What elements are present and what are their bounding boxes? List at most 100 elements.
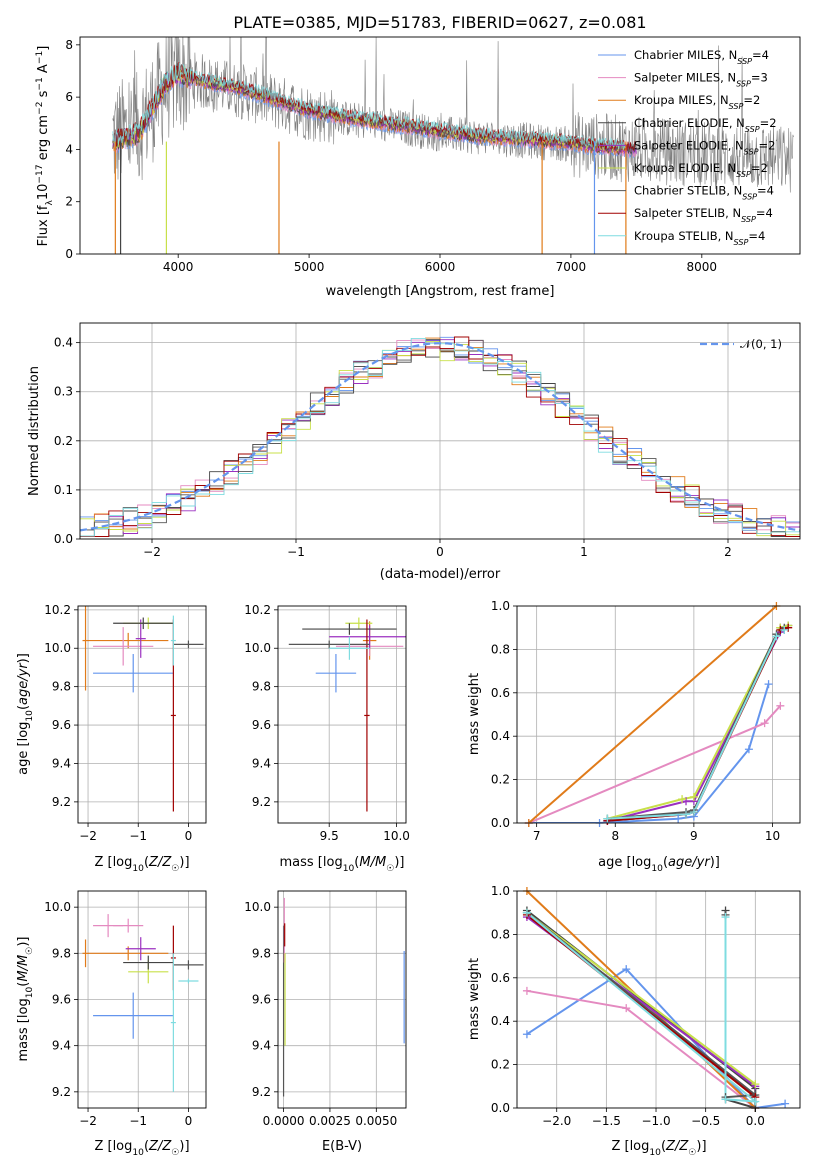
- label-part: Z [: [94, 855, 112, 870]
- label-part: log: [113, 855, 133, 870]
- label-part: )]: [179, 855, 189, 870]
- label-part: ☉: [386, 864, 394, 874]
- y-tick-label: 0.4: [491, 729, 510, 743]
- x-tick-label: 5000: [294, 260, 325, 274]
- label-part: =4: [756, 206, 773, 220]
- x-tick-label: 8: [611, 829, 619, 843]
- chart-panel-0: 4000 5000 6000 7000 8000 0 2 4 6 8 Chabrier MILES,…: [65, 36, 801, 274]
- y-tick-label: 0.1: [54, 483, 73, 497]
- x-tick-label: −0.5: [691, 1114, 720, 1128]
- label-part: Z [: [94, 1139, 112, 1154]
- x-axis-label: (data-model)/error: [380, 567, 501, 582]
- error-bar-point: [173, 960, 204, 970]
- label-part: mass [: [16, 1018, 31, 1061]
- label-part: mass [: [280, 855, 323, 870]
- label-part: Z [: [611, 1139, 629, 1154]
- label-part: 10: [25, 986, 35, 998]
- label-part: Z/Z: [148, 1139, 172, 1154]
- weight-marker: [751, 1080, 760, 1089]
- legend-label: Chabrier MILES, NSSP=4: [634, 48, 769, 66]
- x-axis-label: mass [log10(M/M☉)]: [280, 855, 405, 874]
- y-axis-label: Normed distribution: [27, 366, 42, 496]
- x-tick-label: 0.0025: [309, 1114, 351, 1128]
- label-part: SSP: [734, 237, 749, 246]
- axes-frame: [516, 890, 801, 1109]
- weight-marker: [781, 1099, 790, 1108]
- label-part: age [: [16, 741, 31, 774]
- y-tick-label: 9.6: [52, 993, 71, 1007]
- y-tick-label: 0.2: [491, 773, 510, 787]
- error-bar-point: [135, 619, 146, 658]
- residual-histogram-6: [80, 339, 800, 537]
- label-part: =2: [758, 138, 775, 152]
- label-part: 10: [343, 864, 355, 874]
- error-bar-point: [113, 918, 144, 933]
- label-part: M/M: [359, 855, 386, 870]
- error-bar-point: [125, 937, 156, 961]
- plot-area: [517, 891, 800, 1108]
- x-tick-label: 0: [185, 829, 193, 843]
- chart-title: PLATE=0385, MJD=51783, FIBERID=0627, z=0…: [233, 13, 646, 32]
- y-tick-label: 9.4: [52, 1039, 71, 1053]
- x-tick-label: 0: [436, 545, 444, 559]
- weight-line-8: [526, 911, 759, 1103]
- y-tick-label: 6: [65, 90, 73, 104]
- y-tick-label: 9.6: [252, 718, 271, 732]
- label-part: SSP: [744, 147, 759, 156]
- label-part: M/M: [16, 955, 31, 982]
- label-part: ☉: [25, 947, 35, 955]
- label-part: Chabrier STELIB, N: [634, 184, 742, 198]
- y-tick-label: 10.0: [244, 900, 271, 914]
- y-tick-label: 9.2: [252, 795, 271, 809]
- y-tick-label: 9.8: [52, 946, 71, 960]
- chart-panel-7: −2.0 −1.5 −1.0 −0.5 0.0 0.0 0.2 0.4 0.6 0.8 1.0: [491, 884, 801, 1128]
- observed-spectrum: [112, 37, 794, 193]
- y-tick-label: 0.6: [491, 686, 510, 700]
- label-part: SSP: [736, 170, 751, 179]
- x-axis-label: age [log10(age/yr)]: [598, 855, 720, 874]
- legend: Chabrier MILES, NSSP=4 Salpeter MILES, NS…: [598, 48, 777, 246]
- weight-marker: [751, 1097, 760, 1106]
- label-part: A: [36, 64, 51, 77]
- y-tick-label: 10.0: [44, 641, 71, 655]
- chart-panel-6: 0.0000 0.0025 0.0050 9.2 9.4 9.6 9.8 10.0: [244, 890, 407, 1128]
- weight-line-0: [528, 683, 770, 823]
- legend-label: Chabrier STELIB, NSSP=4: [634, 184, 774, 202]
- y-tick-label: 1.0: [491, 599, 510, 613]
- label-part: =2: [751, 161, 768, 175]
- label-part: log: [16, 722, 31, 742]
- y-tick-label: 10.0: [244, 641, 271, 655]
- x-tick-label: 10.0: [383, 829, 410, 843]
- label-part: ☉: [688, 1148, 696, 1158]
- x-tick-label: 6000: [425, 260, 456, 274]
- label-part: −1: [35, 51, 45, 64]
- legend-label: Kroupa MILES, NSSP=2: [634, 93, 760, 111]
- weight-marker: [689, 808, 698, 817]
- label-part: Salpeter STELIB, N: [634, 206, 741, 220]
- axes-frame: [277, 605, 407, 824]
- residual-histogram-7: [80, 336, 800, 537]
- legend-label: Salpeter MILES, NSSP=3: [634, 71, 768, 89]
- x-tick-label: −1: [129, 829, 147, 843]
- y-tick-label: 9.6: [252, 993, 271, 1007]
- y-tick-label: 0.8: [491, 927, 510, 941]
- y-tick-label: 0.0: [491, 816, 510, 830]
- error-bar-point: [93, 627, 154, 666]
- x-tick-label: −2: [143, 545, 161, 559]
- legend-label: Kroupa ELODIE, NSSP=2: [634, 161, 768, 179]
- weight-marker: [522, 908, 531, 917]
- x-tick-label: 10: [765, 829, 780, 843]
- y-tick-label: 0.0: [491, 1101, 510, 1115]
- y-tick-label: 0: [65, 247, 73, 261]
- error-bar-point: [329, 636, 370, 660]
- y-tick-label: 8: [65, 38, 73, 52]
- y-tick-label: 4: [65, 142, 73, 156]
- weight-marker: [682, 810, 691, 819]
- label-part: )]: [710, 855, 720, 870]
- y-tick-label: 0.2: [491, 1058, 510, 1072]
- error-bar-point: [82, 606, 89, 691]
- y-axis-label: mass weight: [467, 958, 482, 1040]
- label-part: Kroupa MILES, N: [634, 93, 729, 107]
- weight-marker: [522, 986, 531, 995]
- y-tick-label: 9.2: [52, 795, 71, 809]
